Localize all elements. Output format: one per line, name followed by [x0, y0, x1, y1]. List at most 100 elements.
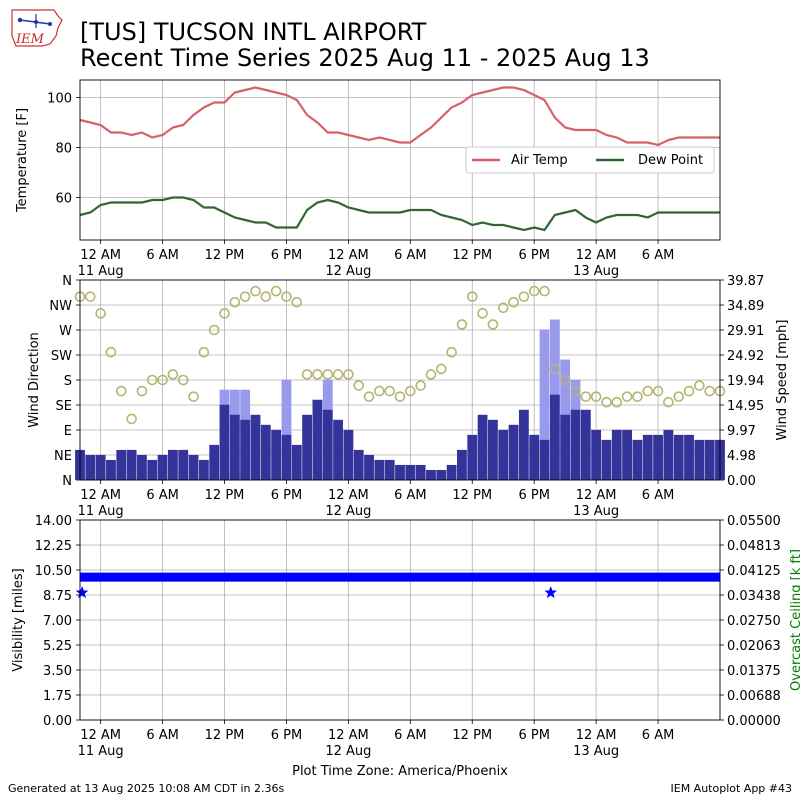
wind-direction-point	[549, 363, 561, 375]
wind-speed-bar	[642, 434, 653, 480]
vis-ytick-label: 7.00	[43, 614, 72, 629]
wind-y2tick-label: 14.95	[727, 399, 764, 414]
wind-ytick-label: NE	[54, 449, 72, 464]
wind-speed-bar	[106, 459, 116, 480]
wind-speed-bar	[611, 429, 622, 480]
wind-speed-bar	[632, 439, 643, 480]
vis-ytick-label: 0.00	[43, 714, 72, 729]
temp-xtick-label: 12 AM	[328, 248, 369, 263]
wind-xtick-label: 6 AM	[146, 488, 179, 503]
wind-speed-bar	[281, 434, 292, 480]
wind-speed-bar	[508, 424, 519, 480]
wind-y2tick-label: 24.92	[727, 349, 764, 364]
wind-direction-point	[528, 285, 540, 297]
vis-y2tick-label: 0.00688	[727, 689, 781, 704]
wind-speed-bar	[487, 419, 498, 480]
wind-ytick-label: N	[62, 474, 72, 489]
vis-xtick-label: 12 AM	[80, 728, 121, 743]
wind-y2-axis-label: Wind Speed [mph]	[775, 320, 790, 441]
wind-direction-point	[291, 296, 303, 308]
wind-date-label: 11 Aug	[78, 504, 124, 519]
wind-direction-point	[663, 396, 674, 408]
wind-speed-bar	[384, 459, 395, 480]
wind-y2tick-label: 34.89	[727, 299, 764, 314]
wind-speed-bar	[137, 454, 147, 480]
vis-ytick-label: 8.75	[43, 589, 72, 604]
temp-frame	[79, 79, 721, 241]
overcast-ceiling-marker	[544, 586, 557, 599]
wind-direction-point	[497, 302, 509, 314]
wind-date-label: 13 Aug	[573, 504, 619, 519]
wind-y2tick-label: 4.98	[727, 449, 756, 464]
wind-direction-point	[394, 391, 406, 402]
wind-speed-bar	[157, 454, 168, 480]
wind-xtick-label: 6 AM	[642, 488, 675, 503]
vis-y2tick-label: 0.03438	[727, 589, 781, 604]
wind-direction-point	[704, 385, 715, 397]
wind-direction-point	[105, 346, 117, 358]
wind-ytick-label: NW	[49, 299, 72, 314]
vis-ytick-label: 5.25	[43, 639, 72, 654]
vis-ytick-label: 10.50	[35, 564, 72, 579]
wind-direction-point	[95, 308, 106, 319]
temp-date-label: 11 Aug	[78, 264, 124, 279]
legend-dew-point-label: Dew Point	[638, 153, 703, 168]
wind-direction-point	[332, 369, 344, 380]
chart-subtitle: Recent Time Series 2025 Aug 11 - 2025 Au…	[80, 44, 650, 72]
wind-direction-point	[260, 291, 272, 302]
vis-date-label: 12 Aug	[325, 744, 371, 759]
wind-speed-bar	[580, 409, 591, 480]
wind-direction-point	[518, 291, 530, 302]
app-footnote: IEM Autoplot App #43	[670, 782, 793, 795]
iem-logo: IEM	[6, 6, 66, 50]
wind-direction-point	[198, 346, 210, 358]
temp-date-label: 12 Aug	[325, 264, 371, 279]
wind-speed-bar	[219, 404, 230, 480]
wind-direction-point	[632, 391, 643, 402]
vis-ytick-label: 1.75	[43, 689, 72, 704]
temp-date-label: 13 Aug	[573, 264, 619, 279]
wind-speed-bar	[250, 414, 261, 480]
generated-footnote: Generated at 13 Aug 2025 10:08 AM CDT in…	[8, 782, 285, 795]
wind-direction-point	[425, 369, 437, 380]
temp-ytick-label: 80	[55, 142, 72, 157]
wind-direction-point	[477, 308, 488, 319]
wind-speed-bar	[353, 449, 364, 480]
wind-speed-bar	[653, 434, 663, 480]
overcast-ceiling-marker	[75, 586, 89, 599]
temp-xtick-label: 12 PM	[205, 248, 245, 263]
wind-y2tick-label: 39.87	[727, 274, 764, 289]
wind-speed-bar	[446, 464, 457, 480]
wind-xtick-label: 12 PM	[452, 488, 492, 503]
wind-direction-point	[621, 391, 633, 402]
wind-speed-bar	[529, 434, 540, 480]
wind-direction-point	[301, 369, 313, 380]
wind-xtick-label: 6 PM	[271, 488, 302, 503]
wind-direction-point	[580, 391, 592, 402]
wind-direction-point	[126, 413, 137, 425]
wind-direction-point	[435, 363, 447, 375]
wind-y-axis-label: Wind Direction	[27, 332, 42, 428]
vis-xtick-label: 6 AM	[642, 728, 675, 743]
vis-xtick-label: 6 AM	[394, 728, 427, 743]
vis-date-label: 11 Aug	[78, 744, 124, 759]
wind-direction-point	[281, 291, 292, 302]
wind-direction-point	[157, 374, 168, 386]
wind-speed-bar	[147, 459, 158, 480]
wind-direction-point	[601, 396, 612, 408]
wind-direction-point	[683, 385, 695, 397]
wind-direction-point	[652, 385, 664, 397]
x-axis-label: Plot Time Zone: America/Phoenix	[292, 764, 508, 779]
vis-ytick-label: 14.00	[35, 514, 72, 529]
vis-xtick-label: 12 AM	[328, 728, 369, 743]
air-temp-line	[79, 86, 720, 147]
wind-speed-bar	[436, 469, 447, 480]
vis-y2tick-label: 0.05500	[727, 514, 781, 529]
wind-speed-bar	[95, 454, 106, 480]
wind-direction-point	[466, 291, 478, 302]
vis-y2tick-label: 0.00000	[727, 714, 781, 729]
wind-direction-point	[487, 319, 499, 330]
wind-speed-bar	[291, 444, 302, 480]
wind-speed-bar	[271, 429, 282, 480]
